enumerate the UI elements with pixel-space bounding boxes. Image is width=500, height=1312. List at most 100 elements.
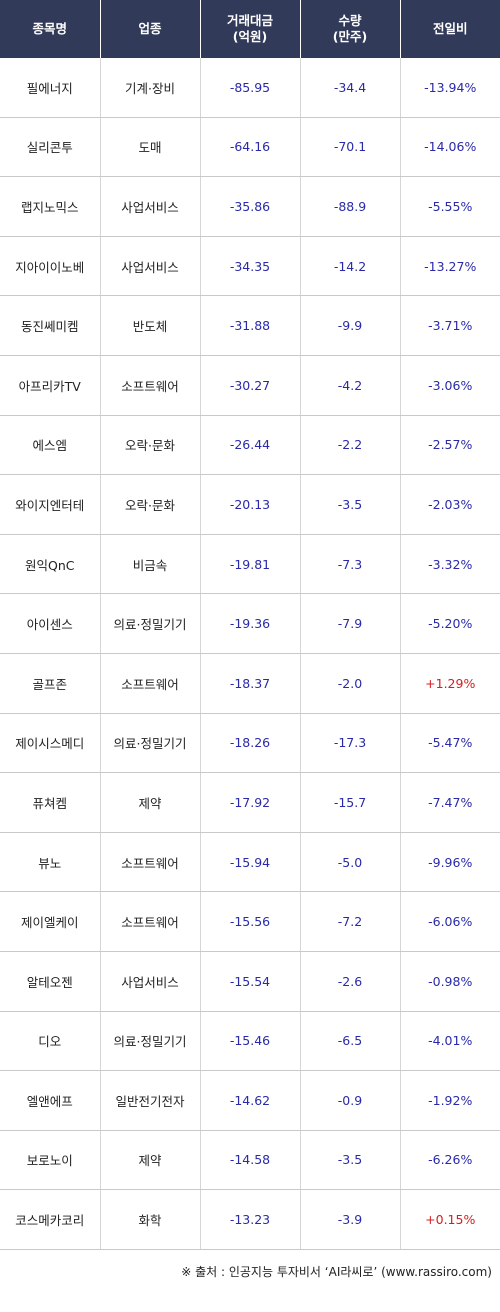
amount-cell: -13.23 [199, 1189, 300, 1250]
sector-cell: 도매 [99, 117, 200, 178]
table-row: 아프리카TV 소프트웨어 -30.27 -4.2 -3.06% [0, 355, 500, 416]
sector-cell: 의료·정밀기기 [99, 593, 200, 654]
change-cell: -2.57% [399, 415, 500, 476]
volume-cell: -70.1 [299, 117, 400, 178]
sector-cell: 일반전기전자 [99, 1070, 200, 1131]
stock-name-cell: 골프존 [0, 653, 100, 714]
amount-cell: -18.37 [199, 653, 300, 714]
volume-cell: -14.2 [299, 236, 400, 297]
table-row: 제이엘케이 소프트웨어 -15.56 -7.2 -6.06% [0, 891, 500, 952]
volume-cell: -3.5 [299, 1130, 400, 1191]
change-cell: -3.32% [399, 534, 500, 595]
table-row: 알테오젠 사업서비스 -15.54 -2.6 -0.98% [0, 951, 500, 1012]
change-cell: -9.96% [399, 832, 500, 893]
change-cell: -13.27% [399, 236, 500, 297]
sector-cell: 소프트웨어 [99, 653, 200, 714]
sector-cell: 사업서비스 [99, 951, 200, 1012]
change-cell: -5.20% [399, 593, 500, 654]
sector-cell: 화학 [99, 1189, 200, 1250]
volume-cell: -7.2 [299, 891, 400, 952]
stock-name-cell: 원익QnC [0, 534, 100, 595]
table-body: 필에너지 기계·장비 -85.95 -34.4 -13.94% 실리콘투 도매 -64.16-… [0, 58, 500, 1250]
table-row: 골프존 소프트웨어 -18.37 -2.0 +1.29% [0, 653, 500, 714]
stock-name-cell: 와이지엔터테 [0, 474, 100, 535]
table-row: 디오 의료·정밀기기 -15.46 -6.5 -4.01% [0, 1011, 500, 1072]
stock-name-cell: 필에너지 [0, 58, 100, 118]
table-row: 필에너지 기계·장비 -85.95 -34.4 -13.94% [0, 58, 500, 118]
sector-cell: 오락·문화 [99, 474, 200, 535]
header-name: 종목명 [0, 0, 100, 58]
amount-cell: -14.62 [199, 1070, 300, 1131]
sector-cell: 소프트웨어 [99, 355, 200, 416]
stock-name-cell: 보로노이 [0, 1130, 100, 1191]
volume-cell: -2.0 [299, 653, 400, 714]
header-sector: 업종 [99, 0, 200, 58]
change-cell: -14.06% [399, 117, 500, 178]
amount-cell: -31.88 [199, 295, 300, 356]
header-amount-title: 거래대금 [226, 13, 273, 28]
sector-cell: 반도체 [99, 295, 200, 356]
amount-cell: -30.27 [199, 355, 300, 416]
volume-cell: -7.9 [299, 593, 400, 654]
table-row: 동진쎄미켐 반도체 -31.88 -9.9 -3.71% [0, 295, 500, 356]
change-cell: -1.92% [399, 1070, 500, 1131]
amount-cell: -18.26 [199, 713, 300, 774]
header-volume-unit: (만주) [332, 29, 368, 44]
amount-cell: -35.86 [199, 176, 300, 237]
change-cell: -5.47% [399, 713, 500, 774]
stock-name-cell: 지아이이노베 [0, 236, 100, 297]
sector-cell: 사업서비스 [99, 236, 200, 297]
sector-cell: 비금속 [99, 534, 200, 595]
volume-cell: -3.9 [299, 1189, 400, 1250]
table-header: 종목명 업종 거래대금 (억원) 수량 (만주) 전일비 [0, 0, 500, 58]
sector-cell: 의료·정밀기기 [99, 1011, 200, 1072]
volume-cell: -6.5 [299, 1011, 400, 1072]
change-cell: -7.47% [399, 772, 500, 833]
table-row: 퓨쳐켐 제약 -17.92 -15.7 -7.47% [0, 772, 500, 833]
amount-cell: -85.95 [199, 58, 300, 118]
amount-cell: -14.58 [199, 1130, 300, 1191]
change-cell: -3.06% [399, 355, 500, 416]
sector-cell: 소프트웨어 [99, 832, 200, 893]
stock-name-cell: 아프리카TV [0, 355, 100, 416]
header-volume-title: 수량 [338, 13, 362, 28]
table-row: 와이지엔터테 오락·문화 -20.13 -3.5 -2.03% [0, 474, 500, 535]
header-change: 전일비 [399, 0, 500, 58]
table-row: 실리콘투 도매 -64.16 -70.1 -14.06% [0, 117, 500, 178]
sector-cell: 제약 [99, 1130, 200, 1191]
volume-cell: -2.6 [299, 951, 400, 1012]
amount-cell: -15.94 [199, 832, 300, 893]
source-footer: ※ 출처 : 인공지능 투자비서 ‘AI라씨로’ (www.rassiro.co… [181, 1265, 492, 1279]
table-row: 지아이이노베 사업서비스 -34.35 -14.2 -13.27% [0, 236, 500, 297]
sector-cell: 제약 [99, 772, 200, 833]
header-volume: 수량 (만주) [299, 0, 400, 58]
volume-cell: -3.5 [299, 474, 400, 535]
table-row: 랩지노믹스 사업서비스 -35.86 -88.9 -5.55% [0, 176, 500, 237]
table-row: 보로노이 제약 -14.58 -3.5 -6.26% [0, 1130, 500, 1191]
stock-name-cell: 코스메카코리 [0, 1189, 100, 1250]
amount-cell: -15.46 [199, 1011, 300, 1072]
sector-cell: 오락·문화 [99, 415, 200, 476]
amount-cell: -15.56 [199, 891, 300, 952]
table-row: 아이센스 의료·정밀기기 -19.36 -7.9 -5.20% [0, 593, 500, 654]
change-cell: -3.71% [399, 295, 500, 356]
stock-name-cell: 제이시스메디 [0, 713, 100, 774]
table-row: 제이시스메디 의료·정밀기기 -18.26 -17.3 -5.47% [0, 713, 500, 774]
sector-cell: 의료·정밀기기 [99, 713, 200, 774]
change-cell: +0.15% [399, 1189, 500, 1250]
volume-cell: -17.3 [299, 713, 400, 774]
stock-name-cell: 실리콘투 [0, 117, 100, 178]
stock-name-cell: 아이센스 [0, 593, 100, 654]
table-row: 에스엠 오락·문화 -26.44 -2.2 -2.57% [0, 415, 500, 476]
amount-cell: -15.54 [199, 951, 300, 1012]
volume-cell: -88.9 [299, 176, 400, 237]
table-row: 엘앤에프 일반전기전자 -14.62 -0.9 -1.92% [0, 1070, 500, 1131]
stock-name-cell: 디오 [0, 1011, 100, 1072]
volume-cell: -34.4 [299, 58, 400, 118]
stock-table: 종목명 업종 거래대금 (억원) 수량 (만주) 전일비 필에너지 기계·장비 -8… [0, 0, 500, 1250]
stock-name-cell: 퓨쳐켐 [0, 772, 100, 833]
amount-cell: -19.36 [199, 593, 300, 654]
stock-name-cell: 랩지노믹스 [0, 176, 100, 237]
change-cell: +1.29% [399, 653, 500, 714]
change-cell: -6.06% [399, 891, 500, 952]
